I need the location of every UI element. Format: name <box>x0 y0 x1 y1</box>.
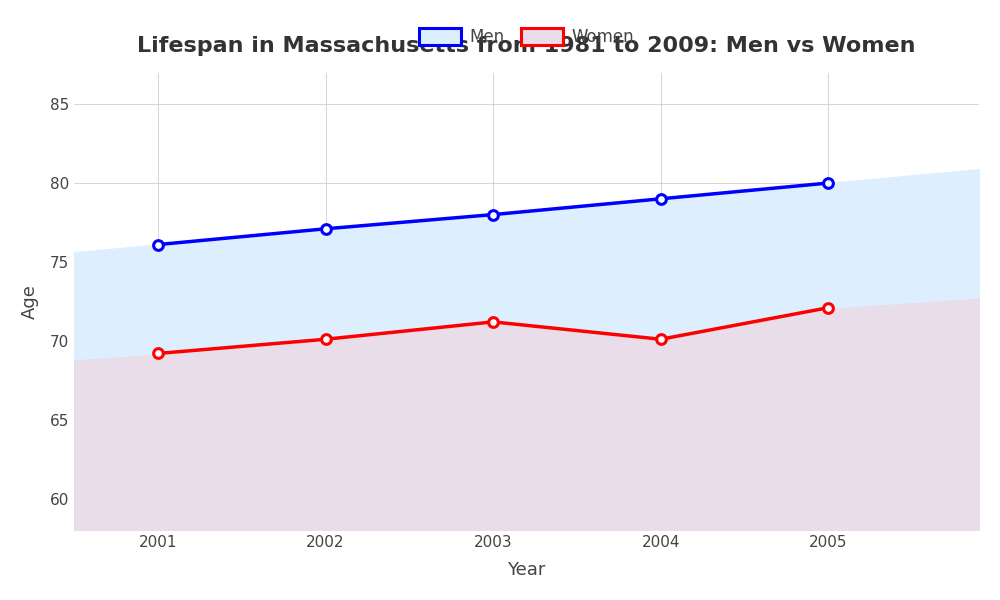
X-axis label: Year: Year <box>507 561 546 579</box>
Y-axis label: Age: Age <box>21 284 39 319</box>
Title: Lifespan in Massachusetts from 1981 to 2009: Men vs Women: Lifespan in Massachusetts from 1981 to 2… <box>137 36 916 56</box>
Legend: Men, Women: Men, Women <box>413 22 641 53</box>
